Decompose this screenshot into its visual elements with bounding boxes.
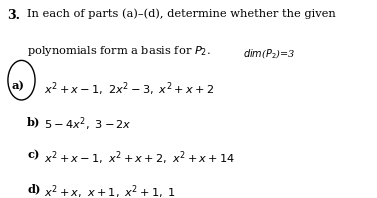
Text: In each of parts (a)–(d), determine whether the given: In each of parts (a)–(d), determine whet… xyxy=(27,9,336,19)
Text: d): d) xyxy=(27,183,41,194)
Text: $x^2 + x - 1,\ 2x^2 - 3,\ x^2 + x + 2$: $x^2 + x - 1,\ 2x^2 - 3,\ x^2 + x + 2$ xyxy=(44,80,215,98)
Text: c): c) xyxy=(27,149,40,161)
Text: $x^2 + x,\ x + 1,\ x^2 + 1,\ 1$: $x^2 + x,\ x + 1,\ x^2 + 1,\ 1$ xyxy=(44,183,176,198)
Text: 3.: 3. xyxy=(7,9,20,22)
Text: a): a) xyxy=(12,80,25,91)
Text: b): b) xyxy=(27,116,41,127)
Text: $\it{dim}$($P_2$)=3: $\it{dim}$($P_2$)=3 xyxy=(243,48,296,61)
Text: polynomials form a basis for $P_2$.: polynomials form a basis for $P_2$. xyxy=(27,44,211,58)
Text: $x^2 + x - 1,\ x^2 + x + 2,\ x^2 + x + 14$: $x^2 + x - 1,\ x^2 + x + 2,\ x^2 + x + 1… xyxy=(44,149,236,167)
Text: $5 - 4x^2,\ 3 - 2x$: $5 - 4x^2,\ 3 - 2x$ xyxy=(44,116,132,133)
